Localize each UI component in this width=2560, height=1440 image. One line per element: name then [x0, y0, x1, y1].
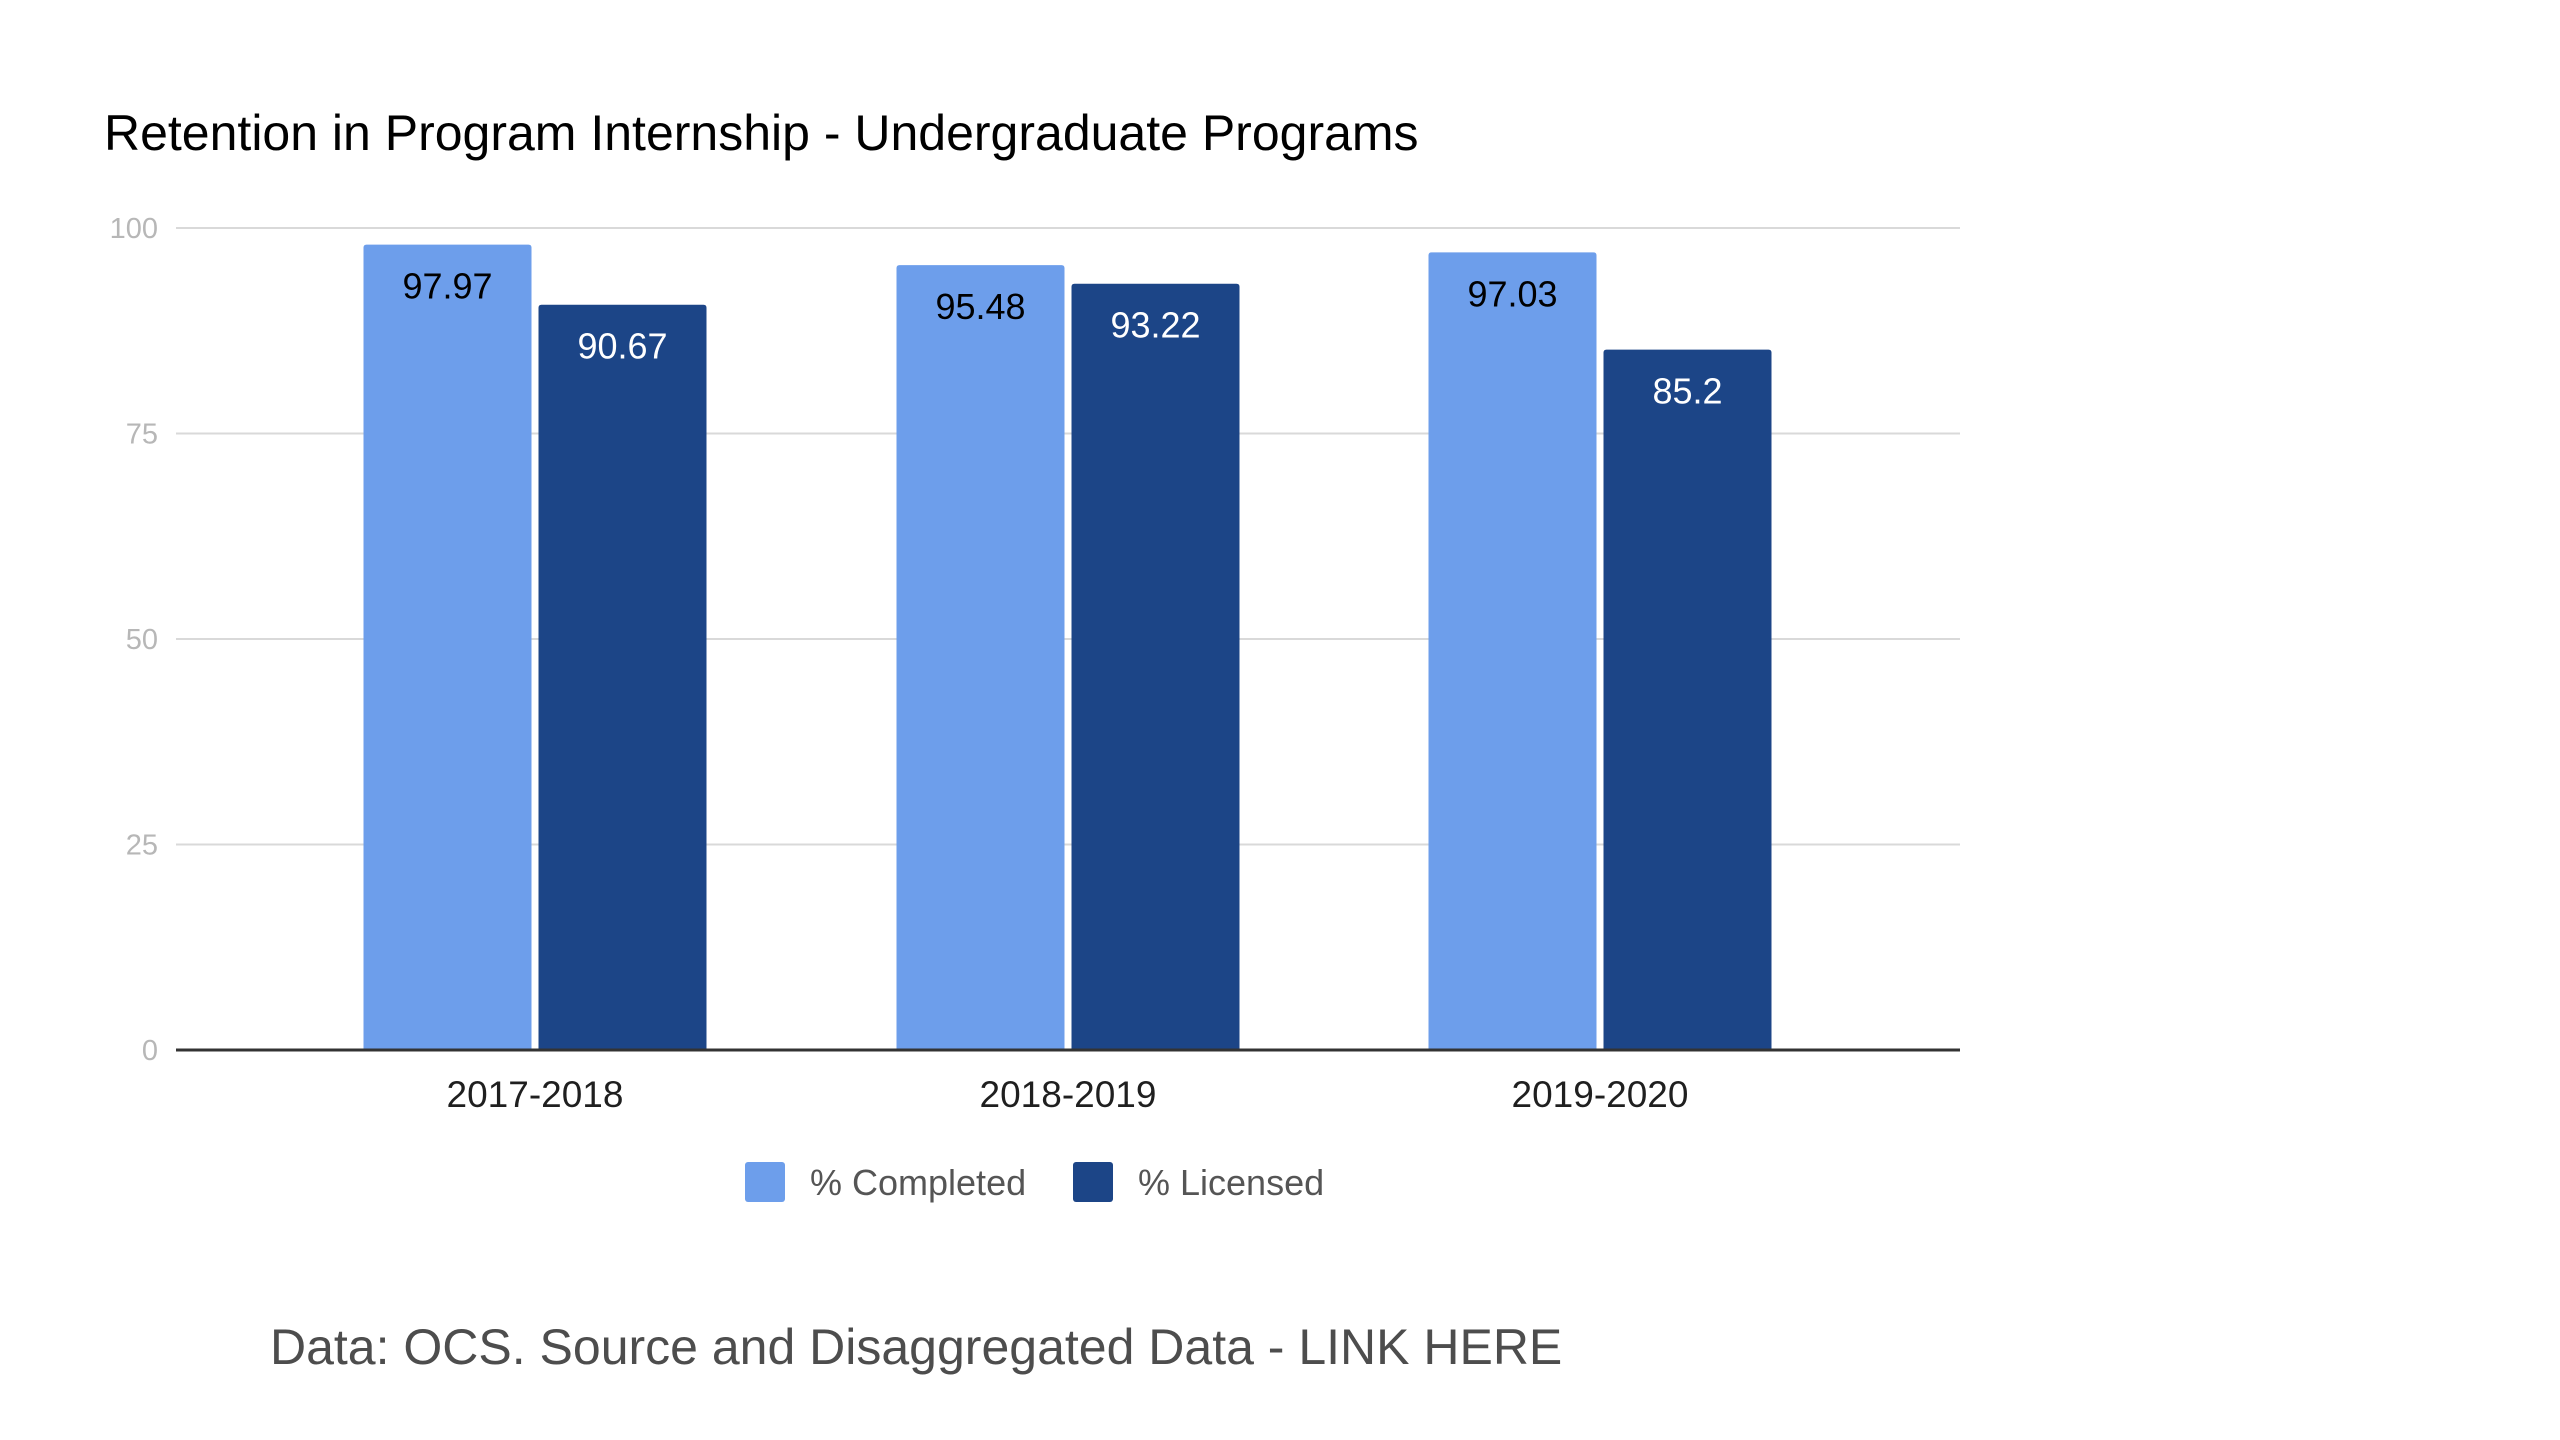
bar — [1603, 349, 1772, 1050]
chart-title: Retention in Program Internship - Underg… — [104, 105, 1419, 161]
source-note: Data: OCS. Source and Disaggregated Data… — [270, 1319, 1563, 1375]
data-label: 93.22 — [1110, 305, 1200, 346]
legend-label: % Licensed — [1138, 1162, 1324, 1203]
x-category-label: 2019-2020 — [1512, 1074, 1689, 1115]
data-labels: 97.97 90.67 95.48 93.22 97.03 85.2 — [402, 266, 1722, 412]
y-axis-ticks: 0 25 50 75 100 — [110, 213, 158, 1067]
y-tick-label: 50 — [126, 624, 158, 656]
legend-swatch — [1073, 1162, 1113, 1202]
bar — [896, 265, 1065, 1050]
y-tick-label: 75 — [126, 419, 158, 451]
bars — [363, 244, 1772, 1051]
bar — [363, 244, 532, 1051]
data-label: 95.48 — [935, 286, 1025, 327]
bar — [1071, 283, 1240, 1051]
y-tick-label: 25 — [126, 830, 158, 862]
data-label: 97.03 — [1467, 273, 1557, 314]
x-category-label: 2017-2018 — [447, 1074, 624, 1115]
y-tick-label: 100 — [110, 213, 158, 245]
legend: % Completed % Licensed — [745, 1162, 1324, 1203]
bar — [1428, 252, 1597, 1051]
x-category-label: 2018-2019 — [980, 1074, 1157, 1115]
legend-label: % Completed — [810, 1162, 1026, 1203]
legend-swatch — [745, 1162, 785, 1202]
bar — [538, 304, 707, 1050]
x-axis-categories: 2017-2018 2018-2019 2019-2020 — [447, 1074, 1689, 1115]
y-tick-label: 0 — [142, 1035, 158, 1067]
data-label: 85.2 — [1652, 371, 1722, 412]
data-label: 97.97 — [402, 266, 492, 307]
data-label: 90.67 — [577, 326, 667, 367]
